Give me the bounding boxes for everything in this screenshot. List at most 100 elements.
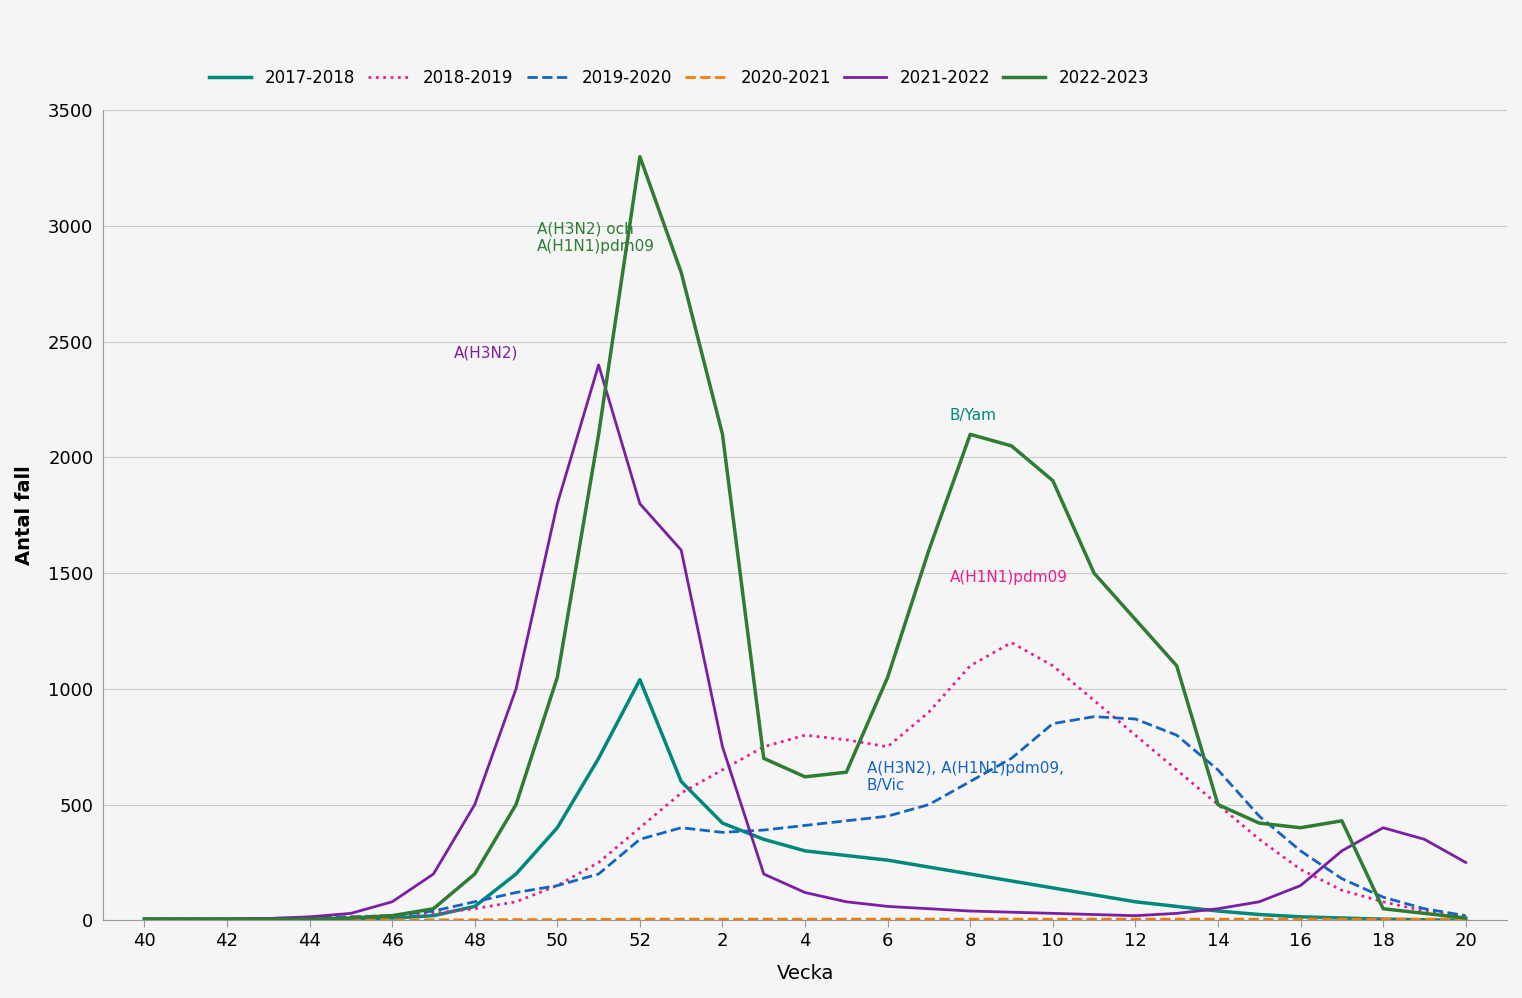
2020-2021: [919, 913, 938, 925]
2020-2021: [1085, 913, 1103, 925]
2017-2018: [1044, 882, 1062, 894]
2017-2018: [1085, 889, 1103, 901]
2019-2020: [1167, 730, 1186, 742]
2021-2022: [1003, 906, 1021, 918]
2021-2022: [960, 905, 979, 917]
2019-2020: [1003, 752, 1021, 764]
2021-2022: [796, 886, 814, 898]
2017-2018: [177, 913, 195, 925]
2018-2019: [1250, 833, 1268, 845]
2018-2019: [673, 787, 691, 799]
2017-2018: [1291, 911, 1309, 923]
2018-2019: [384, 910, 402, 922]
2021-2022: [837, 896, 855, 908]
2019-2020: [673, 821, 691, 833]
2022-2023: [1415, 907, 1434, 919]
2017-2018: [548, 821, 566, 833]
2019-2020: [630, 833, 648, 845]
2021-2022: [507, 683, 525, 695]
2018-2019: [466, 903, 484, 915]
2019-2020: [1457, 910, 1475, 922]
2017-2018: [300, 913, 318, 925]
X-axis label: Vecka: Vecka: [776, 964, 834, 983]
2017-2018: [714, 817, 732, 829]
2017-2018: [1415, 914, 1434, 926]
2019-2020: [878, 810, 896, 822]
2017-2018: [755, 833, 773, 845]
2020-2021: [466, 914, 484, 926]
2020-2021: [630, 913, 648, 925]
2018-2019: [259, 912, 277, 924]
2017-2018: [589, 752, 607, 764]
Line: 2017-2018: 2017-2018: [145, 680, 1466, 920]
2021-2022: [1044, 907, 1062, 919]
Line: 2018-2019: 2018-2019: [145, 643, 1466, 919]
2018-2019: [960, 660, 979, 672]
2020-2021: [507, 913, 525, 925]
2020-2021: [1291, 913, 1309, 925]
2017-2018: [673, 775, 691, 787]
2020-2021: [1374, 913, 1393, 925]
2017-2018: [1333, 912, 1352, 924]
2017-2018: [384, 912, 402, 924]
2017-2018: [135, 913, 154, 925]
2020-2021: [837, 913, 855, 925]
2022-2023: [384, 910, 402, 922]
Text: A(H1N1)pdm09: A(H1N1)pdm09: [950, 570, 1067, 585]
2019-2020: [714, 826, 732, 838]
2017-2018: [507, 868, 525, 880]
2017-2018: [466, 900, 484, 912]
2021-2022: [259, 912, 277, 924]
2020-2021: [384, 914, 402, 926]
2022-2023: [425, 903, 443, 915]
2022-2023: [1250, 817, 1268, 829]
2017-2018: [1374, 913, 1393, 925]
2020-2021: [1167, 913, 1186, 925]
2018-2019: [177, 913, 195, 925]
2020-2021: [1415, 913, 1434, 925]
2018-2019: [1457, 911, 1475, 923]
2018-2019: [1333, 884, 1352, 896]
2021-2022: [1126, 910, 1145, 922]
2022-2023: [1126, 614, 1145, 626]
2017-2018: [1003, 875, 1021, 887]
2017-2018: [1167, 900, 1186, 912]
2021-2022: [1333, 845, 1352, 857]
2021-2022: [755, 868, 773, 880]
2022-2023: [878, 672, 896, 684]
2018-2019: [1085, 695, 1103, 707]
2019-2020: [384, 910, 402, 922]
2019-2020: [796, 819, 814, 831]
2018-2019: [507, 896, 525, 908]
2019-2020: [589, 868, 607, 880]
2018-2019: [796, 730, 814, 742]
2021-2022: [589, 359, 607, 371]
2017-2018: [1208, 905, 1227, 917]
2022-2023: [177, 913, 195, 925]
2018-2019: [1167, 763, 1186, 775]
2019-2020: [1415, 903, 1434, 915]
2018-2019: [878, 741, 896, 752]
2020-2021: [755, 913, 773, 925]
2022-2023: [1003, 440, 1021, 452]
2019-2020: [466, 896, 484, 908]
2018-2019: [425, 907, 443, 919]
2019-2020: [1374, 891, 1393, 903]
2022-2023: [673, 266, 691, 278]
Line: 2019-2020: 2019-2020: [145, 717, 1466, 919]
2022-2023: [1044, 475, 1062, 487]
2022-2023: [755, 752, 773, 764]
2022-2023: [342, 912, 361, 924]
2019-2020: [837, 814, 855, 826]
2017-2018: [837, 849, 855, 861]
2020-2021: [425, 914, 443, 926]
2019-2020: [259, 912, 277, 924]
2020-2021: [960, 913, 979, 925]
2019-2020: [548, 879, 566, 891]
2019-2020: [1085, 711, 1103, 723]
2018-2019: [919, 706, 938, 718]
2017-2018: [960, 868, 979, 880]
2017-2018: [1250, 908, 1268, 920]
2018-2019: [714, 763, 732, 775]
2020-2021: [1250, 913, 1268, 925]
